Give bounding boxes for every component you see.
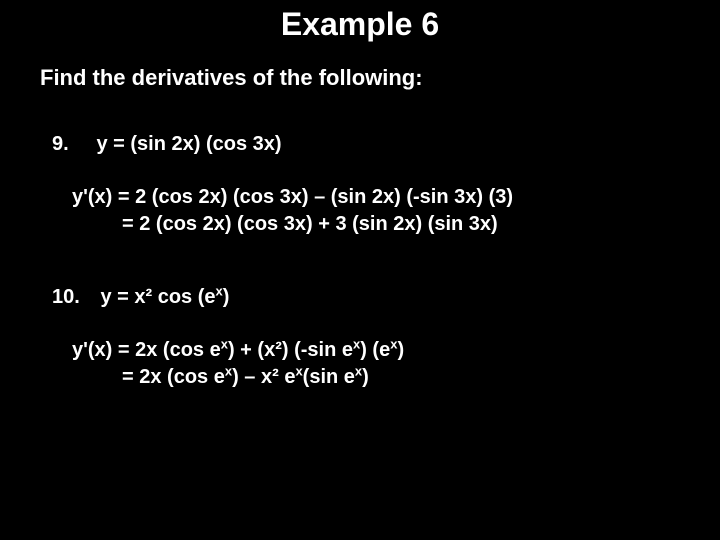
- solution-line: = 2 (cos 2x) (cos 3x) + 3 (sin 2x) (sin …: [122, 211, 720, 238]
- slide: Example 6 Find the derivatives of the fo…: [0, 0, 720, 540]
- problem-statement: y = x² cos (ex): [100, 286, 229, 309]
- solution-9: y'(x) = 2 (cos 2x) (cos 3x) – (sin 2x) (…: [72, 184, 720, 238]
- problem-10: 10. y = x² cos (ex): [52, 286, 720, 309]
- problem-number: 10.: [52, 286, 82, 309]
- problem-number: 9.: [52, 133, 82, 156]
- solution-10: y'(x) = 2x (cos ex) + (x²) (-sin ex) (ex…: [72, 337, 720, 391]
- problem-9: 9. y = (sin 2x) (cos 3x): [52, 133, 720, 156]
- slide-subtitle: Find the derivatives of the following:: [40, 65, 720, 91]
- solution-line: y'(x) = 2 (cos 2x) (cos 3x) – (sin 2x) (…: [72, 184, 720, 211]
- solution-line: = 2x (cos ex) – x² ex(sin ex): [122, 364, 720, 391]
- solution-line: y'(x) = 2x (cos ex) + (x²) (-sin ex) (ex…: [72, 337, 720, 364]
- slide-title: Example 6: [0, 0, 720, 43]
- problem-statement: y = (sin 2x) (cos 3x): [96, 133, 281, 156]
